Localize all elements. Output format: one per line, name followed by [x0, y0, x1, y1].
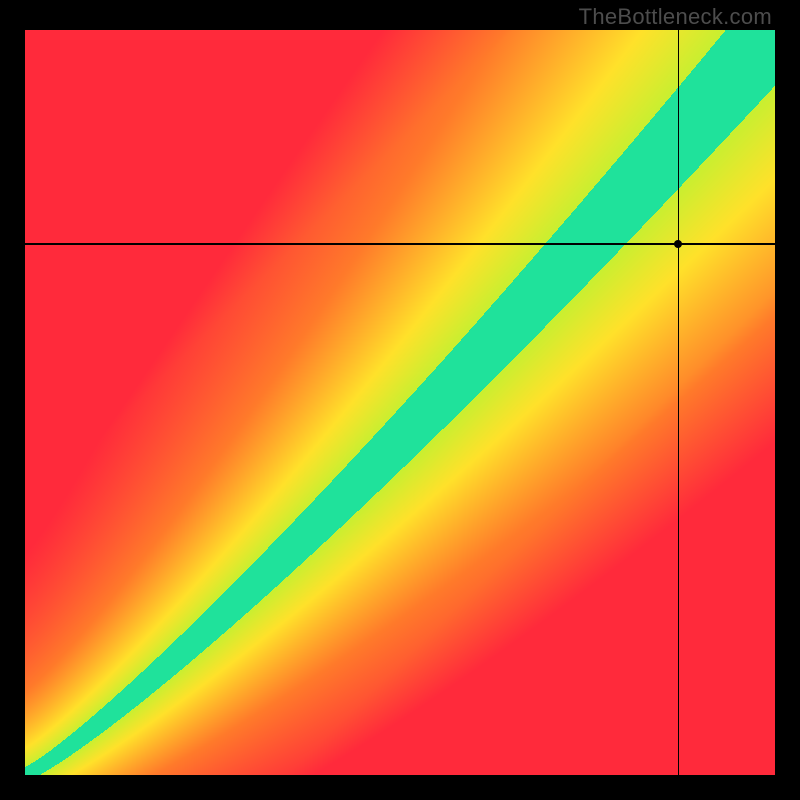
plot-frame	[25, 30, 775, 775]
crosshair-point	[674, 240, 682, 248]
watermark-label: TheBottleneck.com	[579, 4, 772, 30]
crosshair-horizontal	[25, 243, 775, 245]
chart-container: TheBottleneck.com	[0, 0, 800, 800]
crosshair-vertical	[678, 30, 680, 775]
bottleneck-heatmap	[25, 30, 775, 775]
